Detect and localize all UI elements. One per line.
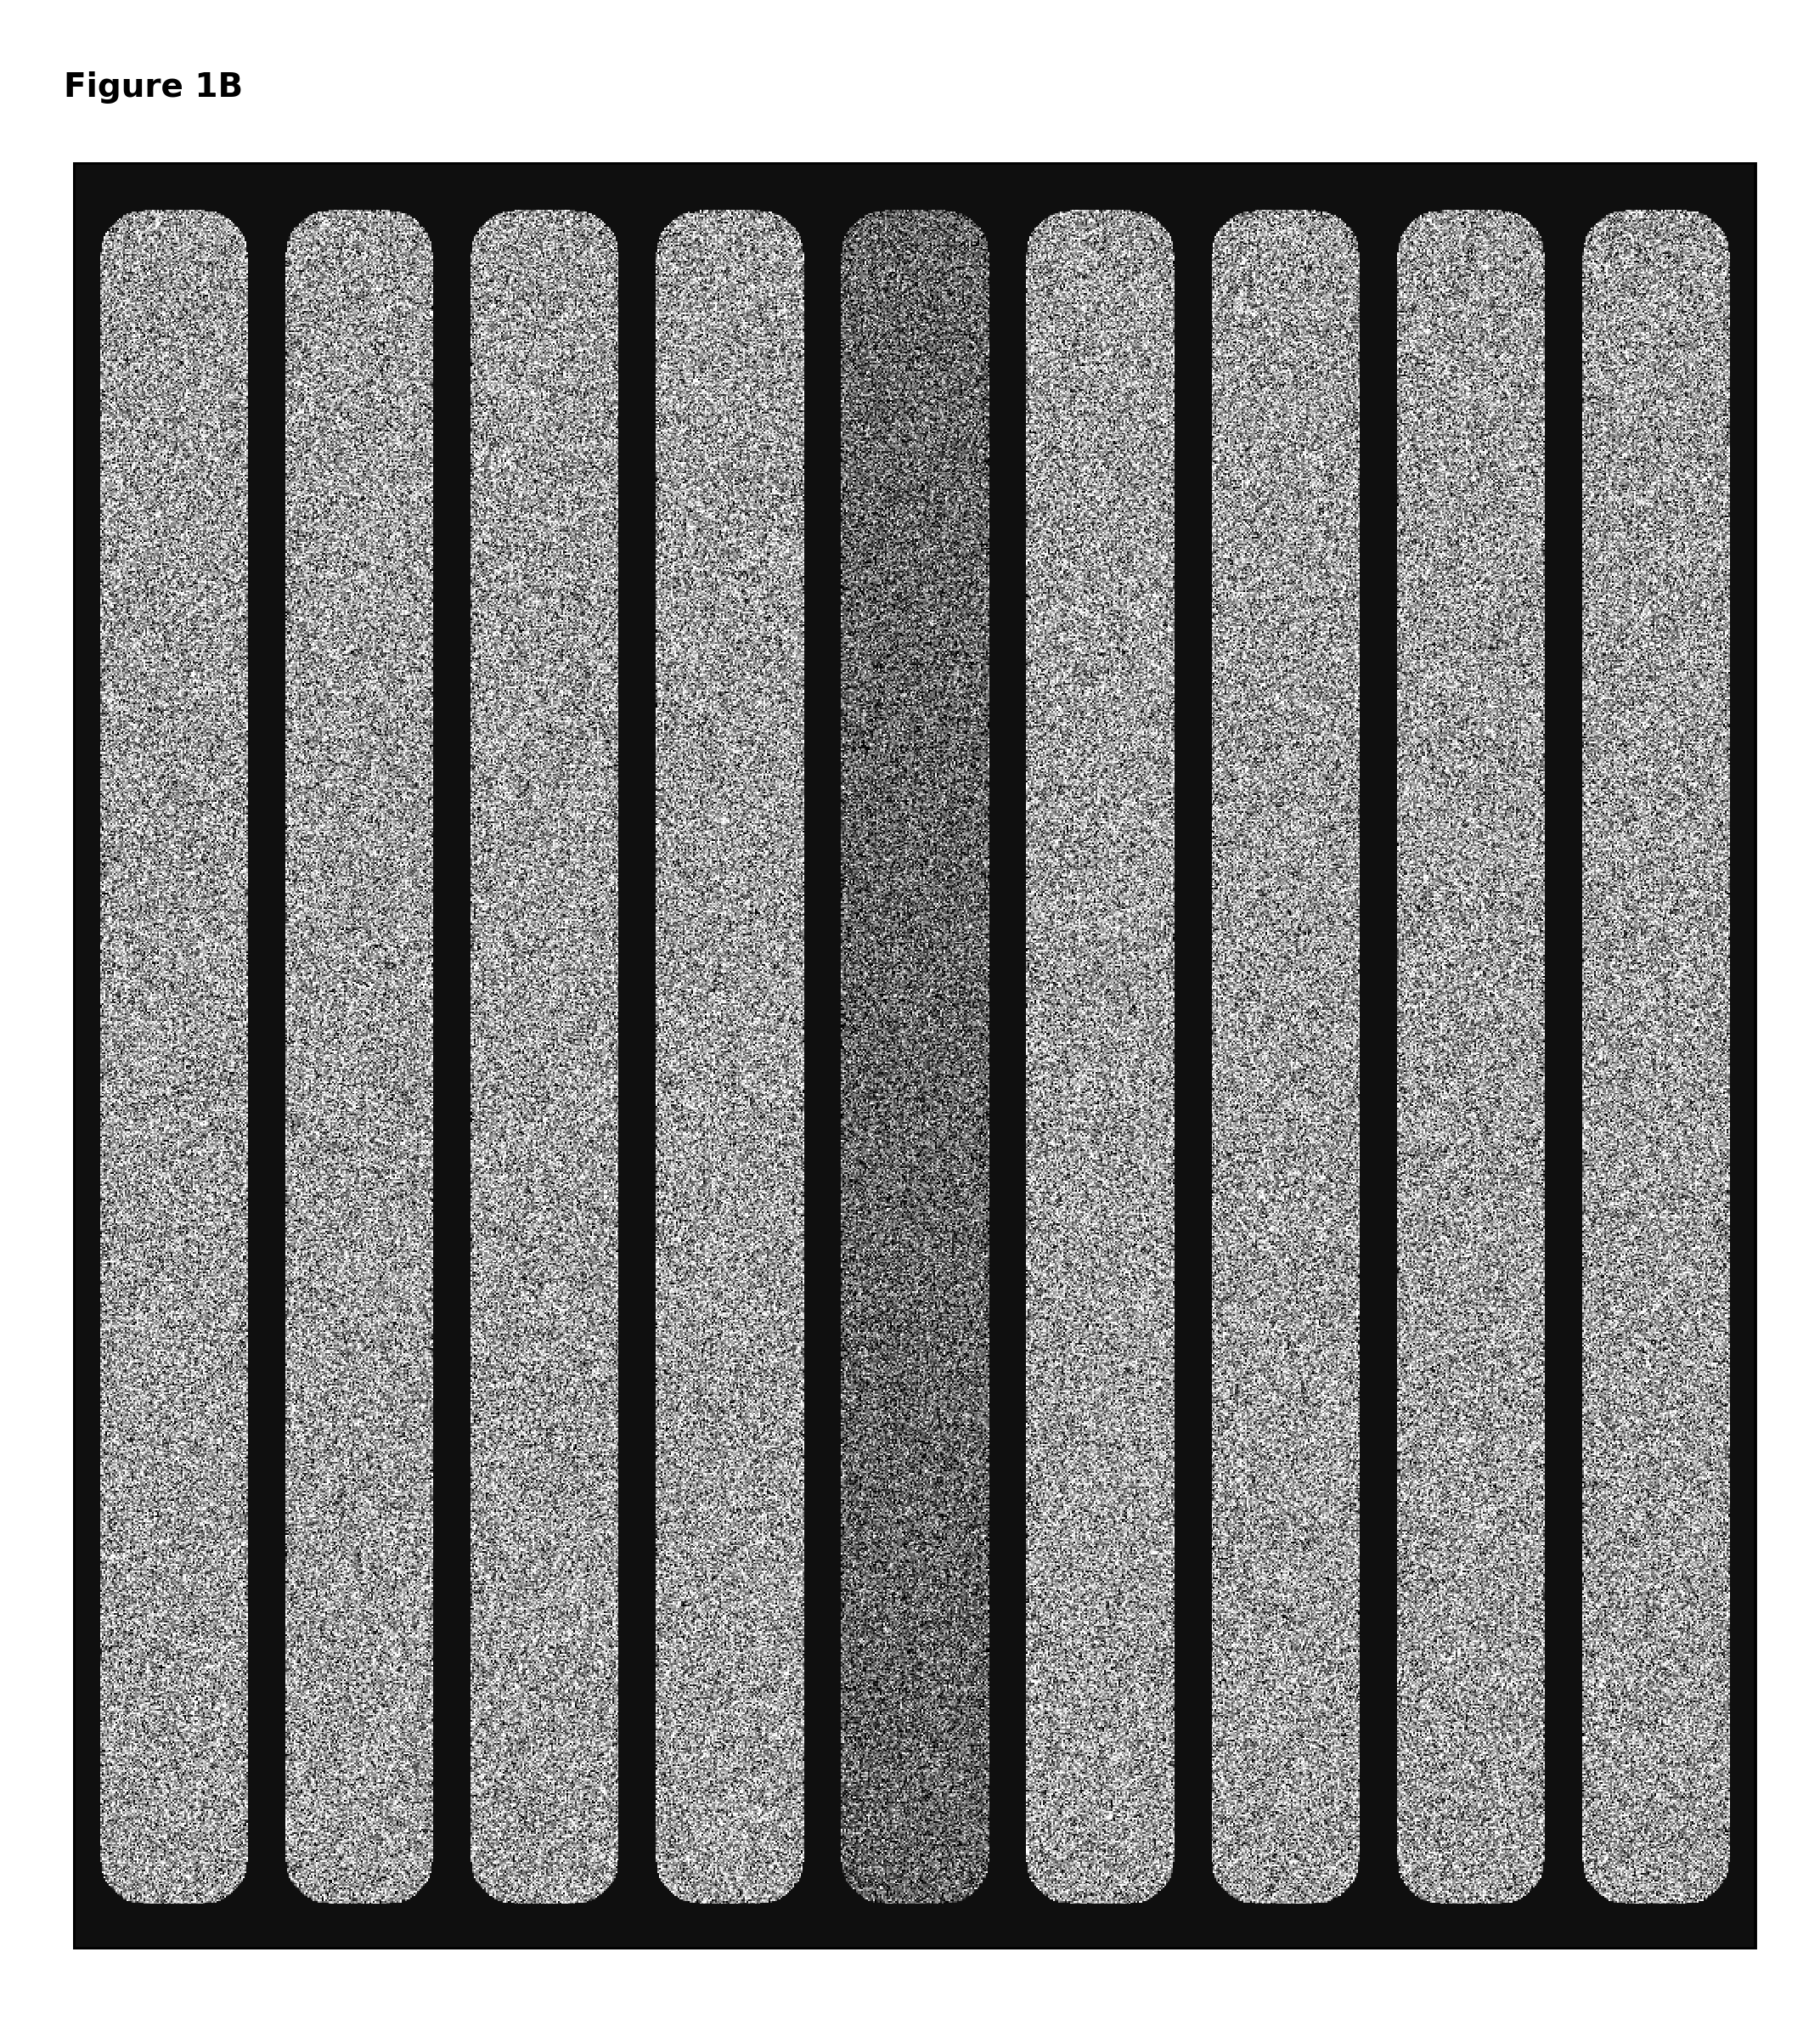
Text: Figure 1B: Figure 1B: [64, 71, 244, 104]
